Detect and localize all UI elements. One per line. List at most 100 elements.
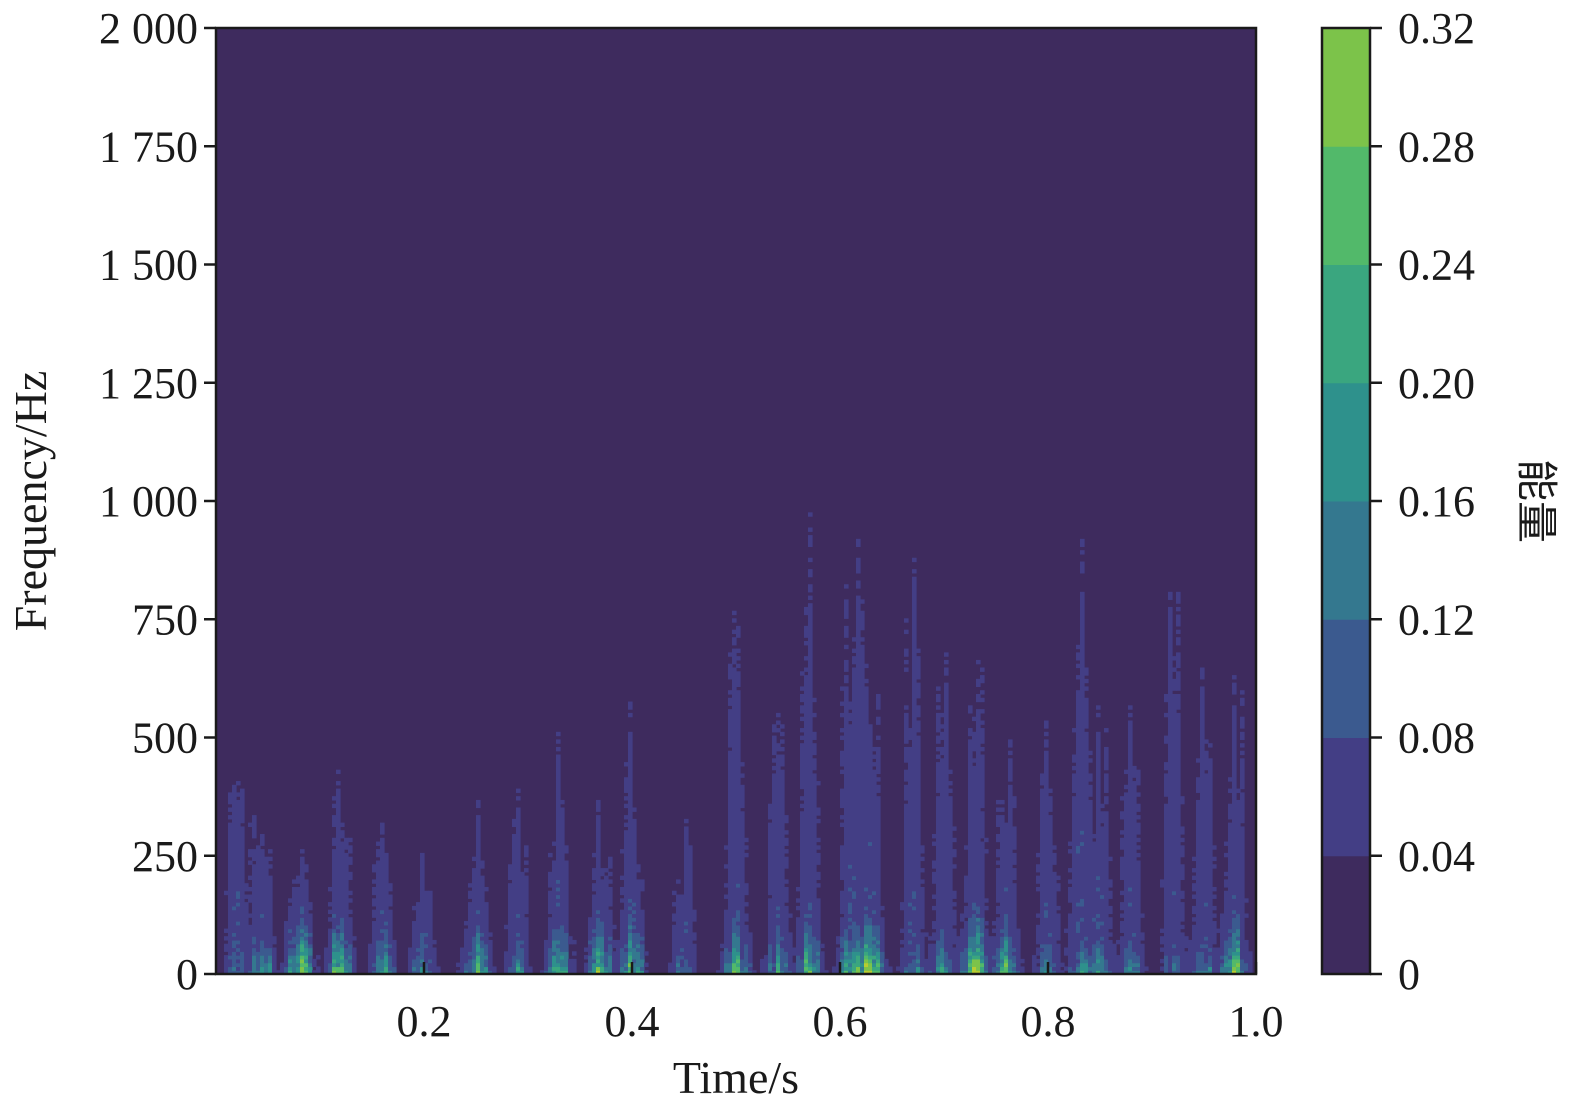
heatmap-cell <box>732 970 737 974</box>
heatmap-cell <box>1044 739 1049 748</box>
heatmap-cell <box>732 648 737 665</box>
heatmap-cell <box>592 852 597 858</box>
heatmap-cell <box>1232 705 1237 896</box>
heatmap-cell <box>1036 852 1041 858</box>
heatmap-cell <box>300 943 305 952</box>
heatmap-cell <box>316 955 321 960</box>
heatmap-cell <box>784 905 789 952</box>
heatmap-cell <box>1100 921 1105 926</box>
heatmap-cell <box>736 924 741 937</box>
heatmap-cell <box>1096 913 1101 918</box>
heatmap-cell <box>340 917 345 933</box>
heatmap-cell <box>304 924 309 933</box>
heatmap-cell <box>600 868 605 877</box>
heatmap-cell <box>288 928 293 933</box>
heatmap-cell <box>976 970 981 974</box>
heatmap-cell <box>236 958 241 964</box>
heatmap-cell <box>260 939 265 956</box>
heatmap-cell <box>1040 966 1045 974</box>
heatmap-cell <box>308 943 313 949</box>
heatmap-cell <box>620 898 625 903</box>
heatmap-cell <box>1232 675 1237 680</box>
heatmap-cell <box>556 939 561 945</box>
heatmap-cell <box>1004 886 1009 892</box>
heatmap-cell <box>252 815 257 839</box>
heatmap-cell <box>1056 943 1061 974</box>
heatmap-cell <box>804 921 809 933</box>
heatmap-cell <box>932 932 937 941</box>
heatmap-cell <box>876 716 881 725</box>
heatmap-cell <box>736 921 741 926</box>
heatmap-cell <box>384 924 389 930</box>
heatmap-cell <box>912 958 917 974</box>
heatmap-cell <box>1052 962 1057 968</box>
heatmap-cell <box>628 970 633 974</box>
heatmap-cell <box>900 939 905 945</box>
heatmap-cell <box>1132 970 1137 974</box>
heatmap-cell <box>232 909 237 933</box>
heatmap-cell <box>484 902 489 945</box>
heatmap-cell <box>1020 958 1025 964</box>
heatmap-cell <box>484 943 489 956</box>
heatmap-cell <box>880 966 885 974</box>
heatmap-cell <box>812 962 817 968</box>
heatmap-cell <box>236 781 241 786</box>
heatmap-cell <box>584 947 589 952</box>
heatmap-cell <box>368 943 373 974</box>
heatmap-cell <box>344 852 349 941</box>
heatmap-cell <box>1068 966 1073 974</box>
heatmap-cell <box>948 788 953 793</box>
heatmap-cell <box>236 905 241 922</box>
heatmap-cell <box>608 909 613 937</box>
heatmap-cell <box>812 712 817 718</box>
heatmap-cell <box>268 864 273 869</box>
heatmap-cell <box>596 936 601 949</box>
heatmap-cell <box>384 966 389 974</box>
heatmap-cell <box>948 781 953 786</box>
heatmap-cell <box>560 958 565 968</box>
heatmap-cell <box>480 939 485 949</box>
heatmap-cell <box>872 939 877 945</box>
heatmap-cell <box>1200 667 1205 680</box>
heatmap-cell <box>992 955 997 960</box>
heatmap-cell <box>1220 966 1225 974</box>
heatmap-cell <box>736 936 741 952</box>
heatmap-cell <box>856 557 861 574</box>
heatmap-cell <box>1104 746 1109 771</box>
heatmap-cell <box>604 875 609 952</box>
heatmap-cell <box>1044 902 1049 907</box>
heatmap-cell <box>388 955 393 971</box>
heatmap-cell <box>1176 614 1181 627</box>
heatmap-cell <box>512 833 517 956</box>
heatmap-cell <box>388 894 393 907</box>
heatmap-cell <box>1128 902 1133 907</box>
heatmap-cell <box>908 924 913 930</box>
heatmap-cell <box>1124 966 1129 974</box>
heatmap-cell <box>972 758 977 763</box>
heatmap-cell <box>332 958 337 964</box>
heatmap-cell <box>424 947 429 964</box>
heatmap-cell <box>1240 792 1245 824</box>
heatmap-cell <box>872 958 877 964</box>
heatmap-cell <box>296 955 301 964</box>
heatmap-cell <box>1208 955 1213 968</box>
heatmap-cell <box>840 970 845 974</box>
heatmap-cell <box>940 712 945 718</box>
heatmap-cell <box>792 962 797 974</box>
heatmap-cell <box>616 939 621 974</box>
heatmap-cell <box>984 898 989 903</box>
heatmap-cell <box>1232 898 1237 911</box>
heatmap-cell <box>372 962 377 968</box>
heatmap-cell <box>860 599 865 604</box>
heatmap-cell <box>628 966 633 971</box>
heatmap-cell <box>732 667 737 918</box>
heatmap-cell <box>684 826 689 922</box>
heatmap-cell <box>288 932 293 941</box>
heatmap-cell <box>388 883 393 892</box>
heatmap-cell <box>728 750 733 952</box>
heatmap-cell <box>1044 905 1049 911</box>
heatmap-cell <box>1076 905 1081 922</box>
colorbar-tick-label: 0.20 <box>1398 359 1475 408</box>
heatmap-cell <box>284 966 289 974</box>
heatmap-cell <box>612 939 617 949</box>
